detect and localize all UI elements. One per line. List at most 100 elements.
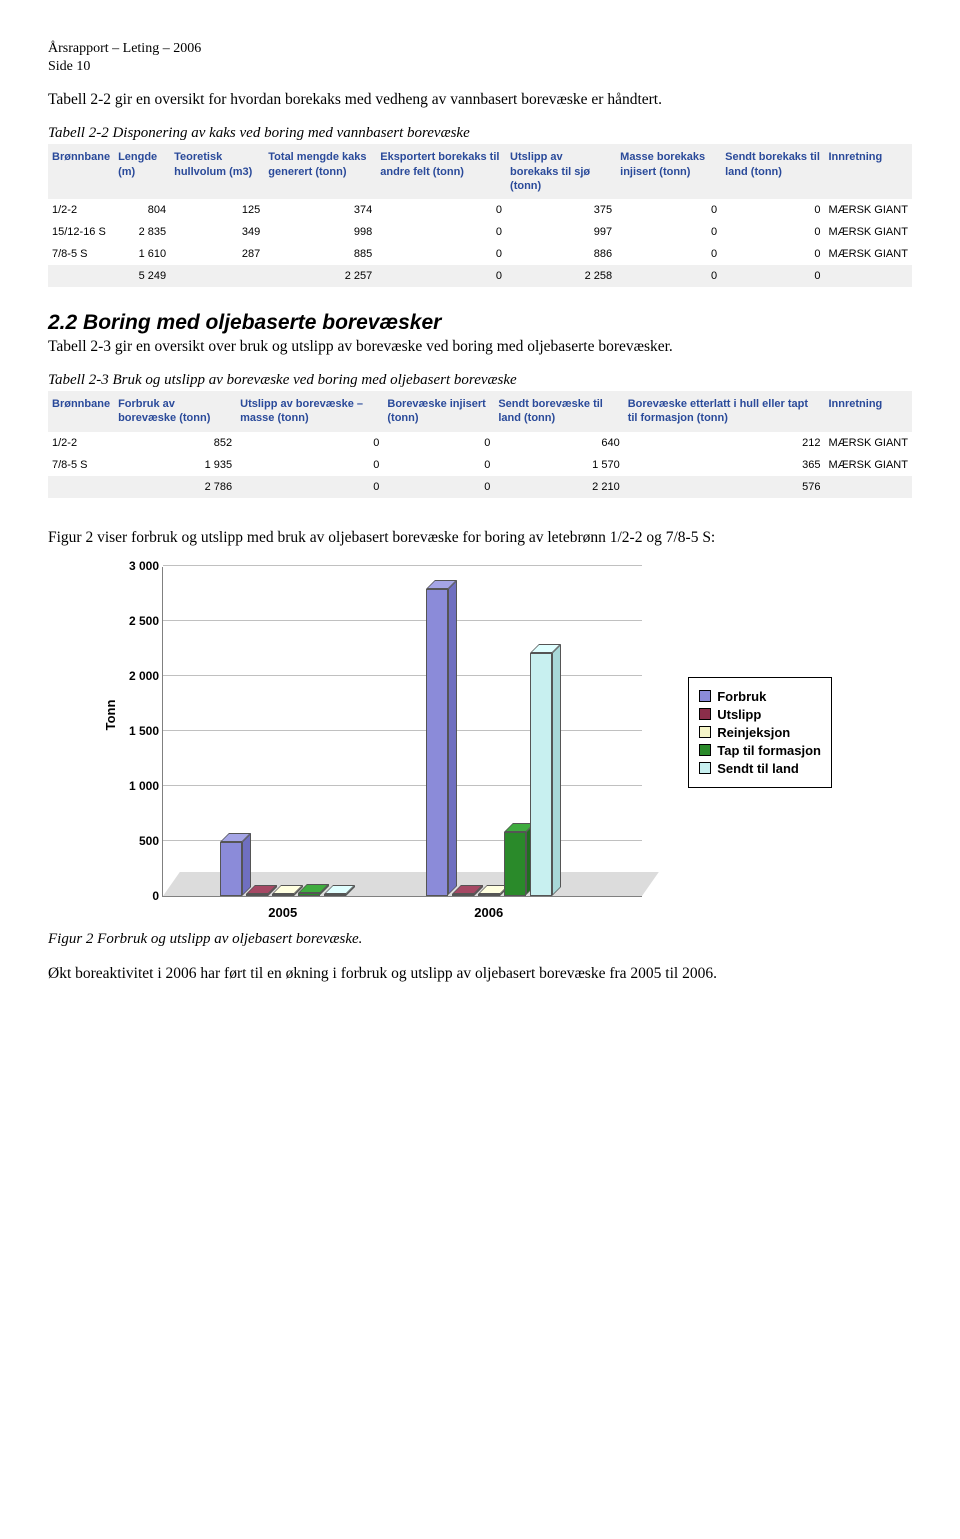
ytick-label: 500: [117, 834, 159, 848]
table-row: 1/2-285200640212MÆRSK GIANT: [48, 432, 912, 454]
table-cell: 0: [376, 243, 506, 265]
table-cell: 0: [721, 199, 824, 221]
bar-sendt-til-land: [530, 653, 552, 896]
table-cell: 886: [506, 243, 616, 265]
table-cell: 0: [616, 243, 721, 265]
table-cell: 0: [236, 476, 383, 498]
table-cell: 0: [383, 454, 494, 476]
table-cell: 287: [170, 243, 264, 265]
table22: BrønnbaneLengde (m)Teoretisk hullvolum (…: [48, 144, 912, 287]
legend-label: Reinjeksjon: [717, 725, 790, 740]
bar-utslipp: [246, 894, 268, 896]
table-row: 1/2-2804125374037500MÆRSK GIANT: [48, 199, 912, 221]
fig2-ylabel: Tonn: [103, 699, 118, 730]
ytick-label: 3 000: [117, 559, 159, 573]
table23-caption: Tabell 2-3 Bruk og utslipp av borevæske …: [48, 372, 912, 389]
ytick-label: 1 500: [117, 724, 159, 738]
table23: BrønnbaneForbruk av borevæske (tonn)Utsl…: [48, 391, 912, 498]
xcat-label: 2005: [268, 905, 297, 920]
fig2-chart: Tonn ForbrukUtslippReinjeksjonTap til fo…: [102, 567, 642, 897]
col-header: Teoretisk hullvolum (m3): [170, 144, 264, 199]
doc-header-page: Side 10: [48, 58, 912, 76]
col-header: Total mengde kaks generert (tonn): [264, 144, 376, 199]
table-cell: 0: [616, 221, 721, 243]
grid-line: [163, 785, 642, 786]
bar-forbruk: [426, 589, 448, 895]
legend-swatch: [699, 708, 711, 720]
legend-swatch: [699, 726, 711, 738]
col-header: Innretning: [824, 144, 912, 199]
closing-paragraph: Økt boreaktivitet i 2006 har ført til en…: [48, 964, 912, 985]
table-total-row: 2 786002 210576: [48, 476, 912, 498]
table-cell: 1/2-2: [48, 432, 114, 454]
col-header: Utslipp av borevæske – masse (tonn): [236, 391, 383, 432]
table-cell: 7/8-5 S: [48, 243, 114, 265]
ytick-label: 1 000: [117, 779, 159, 793]
table-cell: 0: [616, 265, 721, 287]
table-total-row: 5 2492 25702 25800: [48, 265, 912, 287]
table-cell: 374: [264, 199, 376, 221]
legend-item: Sendt til land: [699, 761, 821, 776]
table-cell: 212: [624, 432, 825, 454]
legend-swatch: [699, 690, 711, 702]
col-header: Masse borekaks injisert (tonn): [616, 144, 721, 199]
bar-forbruk: [220, 842, 242, 896]
table22-caption: Tabell 2-2 Disponering av kaks ved borin…: [48, 125, 912, 142]
col-header: Brønnbane: [48, 391, 114, 432]
table-cell: 349: [170, 221, 264, 243]
table-cell: 0: [236, 432, 383, 454]
bar-reinjeksjon: [478, 894, 500, 896]
col-header: Sendt borekaks til land (tonn): [721, 144, 824, 199]
legend-swatch: [699, 744, 711, 756]
table-cell: 365: [624, 454, 825, 476]
table-cell: 0: [383, 476, 494, 498]
legend-label: Forbruk: [717, 689, 766, 704]
table-cell: [48, 265, 114, 287]
table-row: 7/8-5 S1 935001 570365MÆRSK GIANT: [48, 454, 912, 476]
table-cell: 0: [721, 221, 824, 243]
table-cell: 1 610: [114, 243, 170, 265]
col-header: Sendt borevæske til land (tonn): [494, 391, 623, 432]
intro-paragraph: Tabell 2-2 gir en oversikt for hvordan b…: [48, 90, 912, 111]
grid-line: [163, 565, 642, 566]
table-cell: 1 570: [494, 454, 623, 476]
table-cell: 1 935: [114, 454, 236, 476]
col-header: Brønnbane: [48, 144, 114, 199]
doc-header-title: Årsrapport – Leting – 2006: [48, 40, 912, 58]
section22-heading: 2.2 Boring med oljebaserte borevæsker: [48, 311, 912, 335]
col-header: Innretning: [825, 391, 913, 432]
table-cell: 640: [494, 432, 623, 454]
table-cell: 15/12-16 S: [48, 221, 114, 243]
ytick-label: 2 000: [117, 669, 159, 683]
table-cell: [48, 476, 114, 498]
legend-item: Utslipp: [699, 707, 821, 722]
table-row: 15/12-16 S2 835349998099700MÆRSK GIANT: [48, 221, 912, 243]
table-cell: 576: [624, 476, 825, 498]
table-cell: 0: [383, 432, 494, 454]
legend-swatch: [699, 762, 711, 774]
col-header: Borevæske injisert (tonn): [383, 391, 494, 432]
legend-label: Sendt til land: [717, 761, 799, 776]
table-cell: 0: [721, 243, 824, 265]
table-cell: 997: [506, 221, 616, 243]
table-cell: MÆRSK GIANT: [824, 243, 912, 265]
legend-label: Tap til formasjon: [717, 743, 821, 758]
section22-body: Tabell 2-3 gir en oversikt over bruk og …: [48, 337, 912, 358]
table-row: 7/8-5 S1 610287885088600MÆRSK GIANT: [48, 243, 912, 265]
table-cell: MÆRSK GIANT: [824, 221, 912, 243]
table-cell: [825, 476, 913, 498]
ytick-label: 2 500: [117, 614, 159, 628]
table-cell: MÆRSK GIANT: [825, 454, 913, 476]
xcat-label: 2006: [474, 905, 503, 920]
table-cell: [824, 265, 912, 287]
table-cell: 0: [376, 265, 506, 287]
table-cell: 0: [616, 199, 721, 221]
bar-tap-til-formasjon: [504, 832, 526, 895]
table-cell: 885: [264, 243, 376, 265]
fig2-caption: Figur 2 Forbruk og utslipp av oljebasert…: [48, 931, 912, 948]
table-cell: 5 249: [114, 265, 170, 287]
table-cell: 2 835: [114, 221, 170, 243]
table-cell: 2 257: [264, 265, 376, 287]
table-cell: 852: [114, 432, 236, 454]
table-cell: 7/8-5 S: [48, 454, 114, 476]
